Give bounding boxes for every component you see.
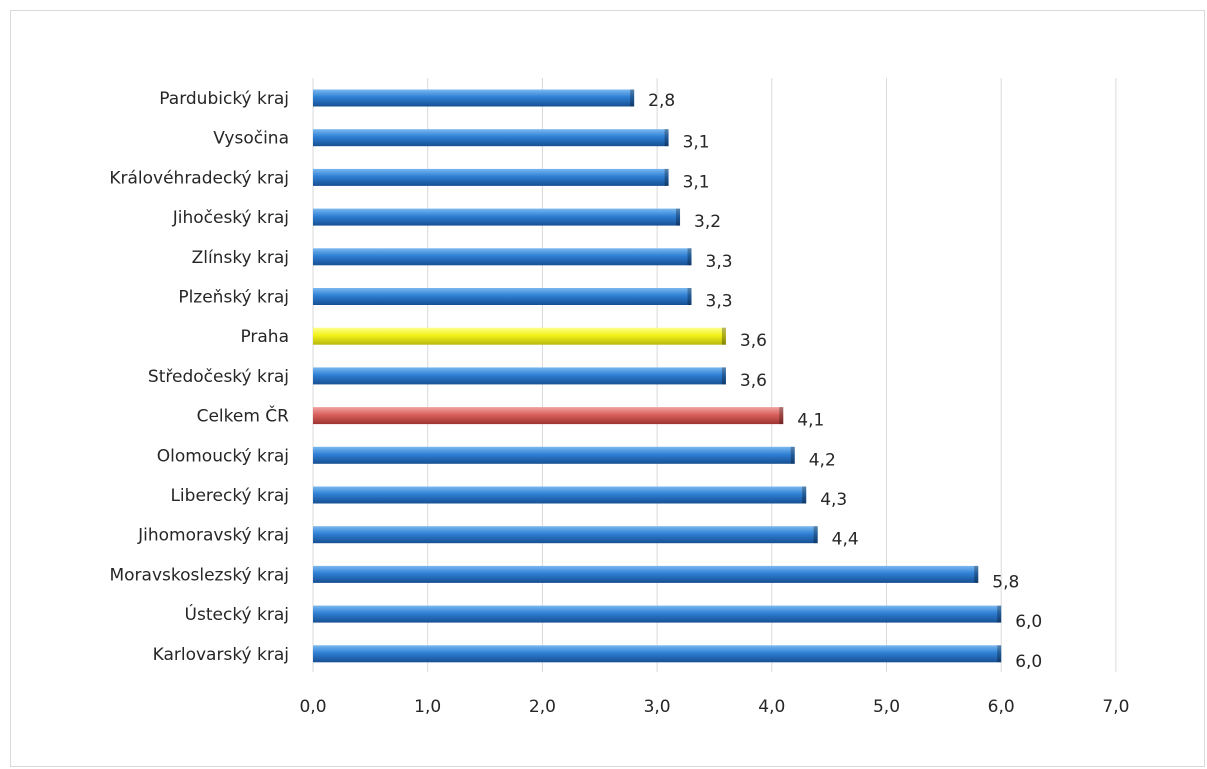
category-label: Středočeský kraj (148, 367, 289, 387)
bar-end-cap (664, 168, 669, 186)
bar-end-cap (813, 526, 818, 544)
bar-end-cap (687, 248, 692, 266)
value-label: 3,6 (740, 331, 767, 351)
bar-end-cap (687, 288, 692, 305)
category-label: Celkem ČR (197, 405, 290, 427)
bar-end-cap (676, 208, 681, 226)
category-labels: Pardubický kraj Vysočina Královéhradecký k… (109, 89, 289, 665)
category-label: Vysočina (213, 129, 289, 149)
bar (313, 565, 979, 583)
bar-end-cap (974, 565, 979, 583)
bar (313, 208, 681, 226)
value-label: 3,1 (683, 172, 710, 192)
x-tick-label: 2,0 (529, 697, 556, 717)
bar-end-cap (779, 407, 784, 425)
bar (313, 129, 669, 147)
value-label: 6,0 (1015, 612, 1042, 632)
category-label: Jihomoravský kraj (137, 526, 289, 546)
bar (313, 486, 807, 504)
category-label: Ústecký kraj (185, 603, 289, 625)
value-label: 5,8 (992, 572, 1019, 592)
bars (313, 89, 1002, 663)
category-label: Liberecký kraj (170, 486, 289, 506)
bar-end-cap (721, 367, 726, 385)
category-label: Jihočeský kraj (172, 208, 289, 228)
bar (313, 526, 818, 544)
value-label: 3,3 (706, 292, 733, 312)
x-tick-label: 4,0 (758, 697, 785, 717)
bar (313, 645, 1002, 663)
x-tick-label: 6,0 (988, 697, 1015, 717)
category-label: Olomoucký kraj (157, 446, 289, 466)
bar (313, 407, 784, 425)
bar-end-cap (721, 327, 726, 345)
category-label: Zlínsky kraj (192, 248, 289, 268)
bar (313, 605, 1002, 623)
bar-end-cap (997, 645, 1002, 663)
value-label: 3,1 (683, 133, 710, 153)
bar (313, 248, 692, 266)
x-tick-label: 0,0 (299, 697, 326, 717)
bar-end-cap (664, 129, 669, 147)
value-label: 4,3 (820, 490, 847, 510)
value-labels: 2,8 3,1 3,1 3,2 3,3 3,3 3,6 3,6 4,1 4,2 4,3 4,4 5,8 6… (648, 91, 1042, 672)
x-tick-label: 1,0 (414, 697, 441, 717)
bar (313, 367, 726, 385)
bar-end-cap (802, 486, 807, 504)
category-label: Plzeňský kraj (178, 288, 289, 308)
category-label: Pardubický kraj (159, 89, 289, 109)
x-tick-label: 7,0 (1102, 697, 1129, 717)
x-tick-label: 3,0 (644, 697, 671, 717)
bar (313, 168, 669, 186)
bar (313, 446, 795, 464)
value-label: 4,4 (832, 530, 859, 550)
value-label: 6,0 (1015, 652, 1042, 672)
bar-end-cap (630, 89, 635, 107)
bar (313, 327, 726, 345)
bar-end-cap (790, 446, 795, 464)
category-label: Královéhradecký kraj (109, 168, 289, 188)
bar (313, 89, 635, 107)
value-label: 4,1 (797, 411, 824, 431)
category-label: Moravskoslezský kraj (109, 565, 289, 585)
x-axis-ticks: 0,0 1,0 2,0 3,0 4,0 5,0 6,0 7,0 (299, 697, 1129, 717)
value-label: 2,8 (648, 91, 675, 111)
bar (313, 288, 692, 305)
value-label: 3,6 (740, 371, 767, 391)
x-tick-label: 5,0 (873, 697, 900, 717)
value-label: 3,3 (706, 252, 733, 272)
bar-end-cap (997, 605, 1002, 623)
category-label: Praha (240, 327, 289, 347)
category-label: Karlovarský kraj (153, 645, 289, 665)
value-label: 4,2 (809, 450, 836, 470)
value-label: 3,2 (694, 212, 721, 232)
